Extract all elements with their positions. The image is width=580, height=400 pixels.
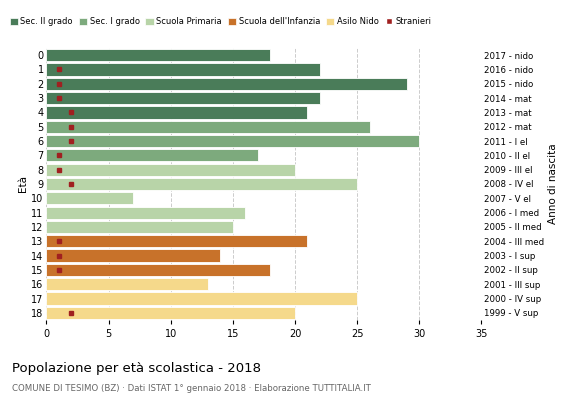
Bar <box>46 149 258 162</box>
Bar <box>46 307 295 319</box>
Bar <box>46 206 245 219</box>
Bar <box>46 250 220 262</box>
Text: Popolazione per età scolastica - 2018: Popolazione per età scolastica - 2018 <box>12 362 260 375</box>
Bar <box>46 264 270 276</box>
Bar <box>46 78 407 90</box>
Bar <box>46 164 295 176</box>
Bar <box>46 135 419 147</box>
Bar <box>46 92 320 104</box>
Legend: Sec. II grado, Sec. I grado, Scuola Primaria, Scuola dell'Infanzia, Asilo Nido, : Sec. II grado, Sec. I grado, Scuola Prim… <box>6 14 434 30</box>
Bar <box>46 278 208 290</box>
Y-axis label: Età: Età <box>19 176 28 192</box>
Bar <box>46 235 307 247</box>
Bar <box>46 221 233 233</box>
Bar <box>46 49 270 61</box>
Bar <box>46 63 320 76</box>
Bar <box>46 192 133 204</box>
Bar <box>46 121 369 133</box>
Bar <box>46 106 307 118</box>
Text: COMUNE DI TESIMO (BZ) · Dati ISTAT 1° gennaio 2018 · Elaborazione TUTTITALIA.IT: COMUNE DI TESIMO (BZ) · Dati ISTAT 1° ge… <box>12 384 371 393</box>
Bar <box>46 178 357 190</box>
Y-axis label: Anno di nascita: Anno di nascita <box>549 144 559 224</box>
Bar <box>46 292 357 305</box>
